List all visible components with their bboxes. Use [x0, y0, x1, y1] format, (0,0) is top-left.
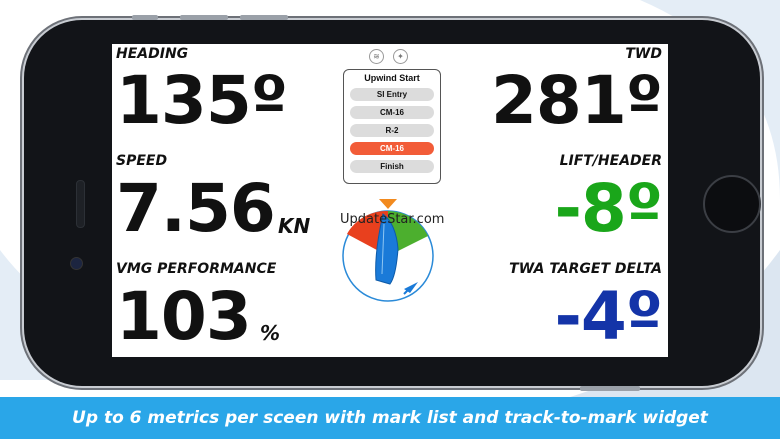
track-to-mark-widget [342, 199, 434, 302]
speed-value: 7.56 [116, 170, 276, 247]
watermark-text: UpdateStar.com [340, 212, 445, 227]
mark-list-title: Upwind Start [364, 73, 420, 83]
front-camera [70, 257, 83, 270]
volume-up-button[interactable] [180, 15, 228, 20]
vmg-value: 103 [116, 278, 252, 355]
wifi-icon: ≋ [369, 49, 384, 64]
vmg-label: VMG PERFORMANCE [116, 261, 277, 277]
mute-switch[interactable] [132, 15, 158, 20]
home-button[interactable] [703, 175, 761, 233]
power-button[interactable] [580, 386, 640, 391]
gps-satellite-icon: ✦ [393, 49, 408, 64]
heading-label: HEADING [116, 46, 189, 62]
mark-item-cm-16-active[interactable]: CM-16 [350, 142, 434, 155]
lift-header-value: -8º [554, 170, 663, 247]
twa-target-delta-value: -4º [554, 278, 663, 355]
app-screen: HEADING 135º SPEED 7.56 KN VMG PERFORMAN… [112, 44, 668, 357]
speed-label: SPEED [116, 153, 168, 169]
mark-item-finish[interactable]: Finish [350, 160, 434, 173]
twd-label: TWD [625, 46, 662, 62]
vmg-unit: % [260, 321, 281, 345]
mark-item-r-2[interactable]: R-2 [350, 124, 434, 137]
mark-list-panel: Upwind Start SI Entry CM-16 R-2 CM-16 Fi… [343, 69, 441, 184]
earpiece-speaker [76, 180, 85, 228]
twa-target-delta-label: TWA TARGET DELTA [509, 261, 662, 277]
wind-marker-icon [379, 199, 397, 209]
heading-value: 135º [116, 62, 288, 139]
mark-item-si-entry[interactable]: SI Entry [350, 88, 434, 101]
lift-header-label: LIFT/HEADER [559, 153, 662, 169]
twd-value: 281º [491, 62, 663, 139]
caption-text: Up to 6 metrics per sceen with mark list… [72, 408, 708, 428]
volume-down-button[interactable] [240, 15, 288, 20]
mark-item-cm-16[interactable]: CM-16 [350, 106, 434, 119]
boat-icon [375, 213, 399, 285]
speed-unit: KN [278, 214, 311, 238]
caption-bar: Up to 6 metrics per sceen with mark list… [0, 397, 780, 439]
